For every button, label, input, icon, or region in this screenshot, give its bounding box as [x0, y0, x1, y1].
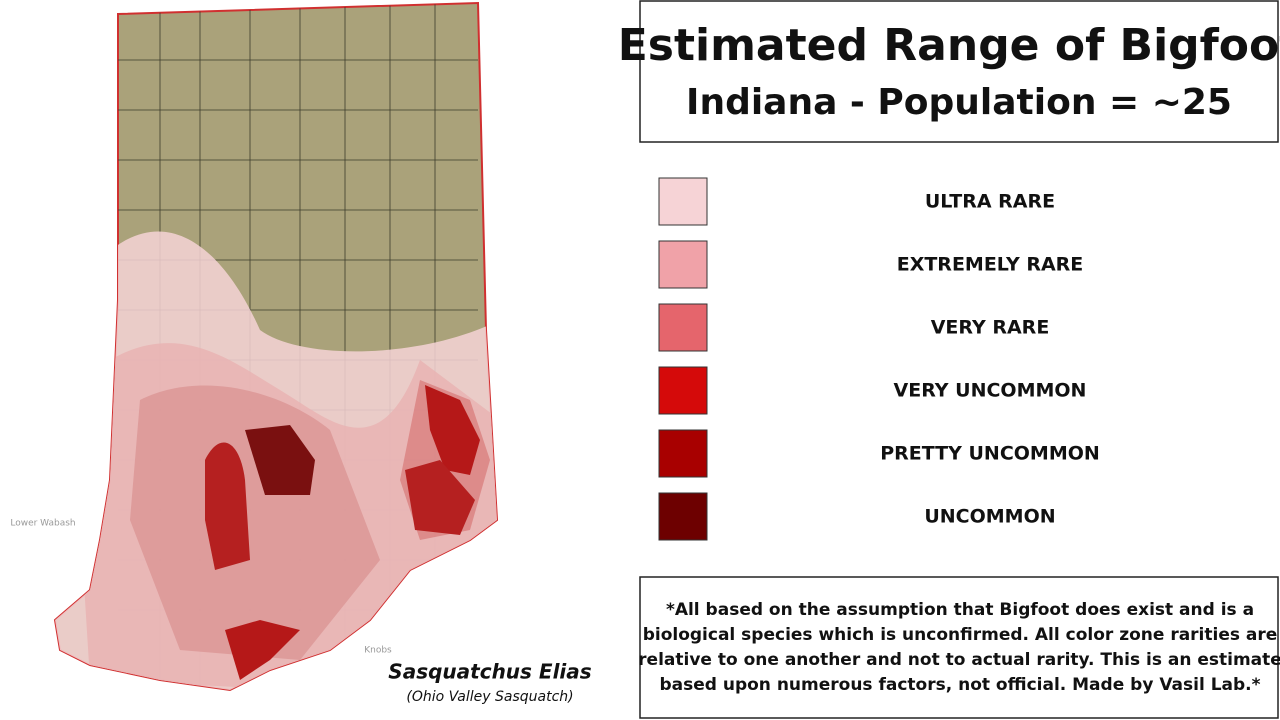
species-name: Sasquatchus Elias: [388, 660, 591, 684]
legend-swatch: [658, 366, 708, 415]
legend: ULTRA RARE EXTREMELY RARE VERY RARE VERY UN…: [658, 177, 1100, 541]
legend-label: VERY RARE: [931, 317, 1050, 339]
region-label: Knobs: [364, 646, 392, 656]
note-line: *All based on the assumption that Bigfoo…: [666, 600, 1254, 620]
subtitle: Indiana - Population = ~25: [686, 82, 1232, 123]
note-line: biological species which is unconfirmed.…: [643, 625, 1278, 645]
legend-swatch: [658, 240, 708, 289]
legend-label: PRETTY UNCOMMON: [880, 443, 1100, 465]
note-line: based upon numerous factors, not officia…: [659, 675, 1260, 695]
legend-label: VERY UNCOMMON: [894, 380, 1087, 402]
common-name: (Ohio Valley Sasquatch): [406, 689, 573, 705]
title: Estimated Range of Bigfoot: [618, 20, 1280, 71]
legend-swatch: [658, 303, 708, 352]
region-label: Lower Wabash: [10, 519, 75, 529]
legend-swatch: [658, 177, 708, 226]
note-line: relative to one another and not to actua…: [638, 650, 1280, 670]
legend-swatch: [658, 492, 708, 541]
map: Lower Wabash Knobs Sasquatchus Elias (Oh…: [10, 1, 592, 705]
title-box: [639, 0, 1279, 143]
legend-label: UNCOMMON: [924, 506, 1055, 528]
legend-label: ULTRA RARE: [925, 191, 1055, 213]
legend-swatch: [658, 429, 708, 478]
note: *All based on the assumption that Bigfoo…: [638, 600, 1280, 695]
legend-label: EXTREMELY RARE: [897, 254, 1084, 276]
note-box: [639, 576, 1279, 719]
